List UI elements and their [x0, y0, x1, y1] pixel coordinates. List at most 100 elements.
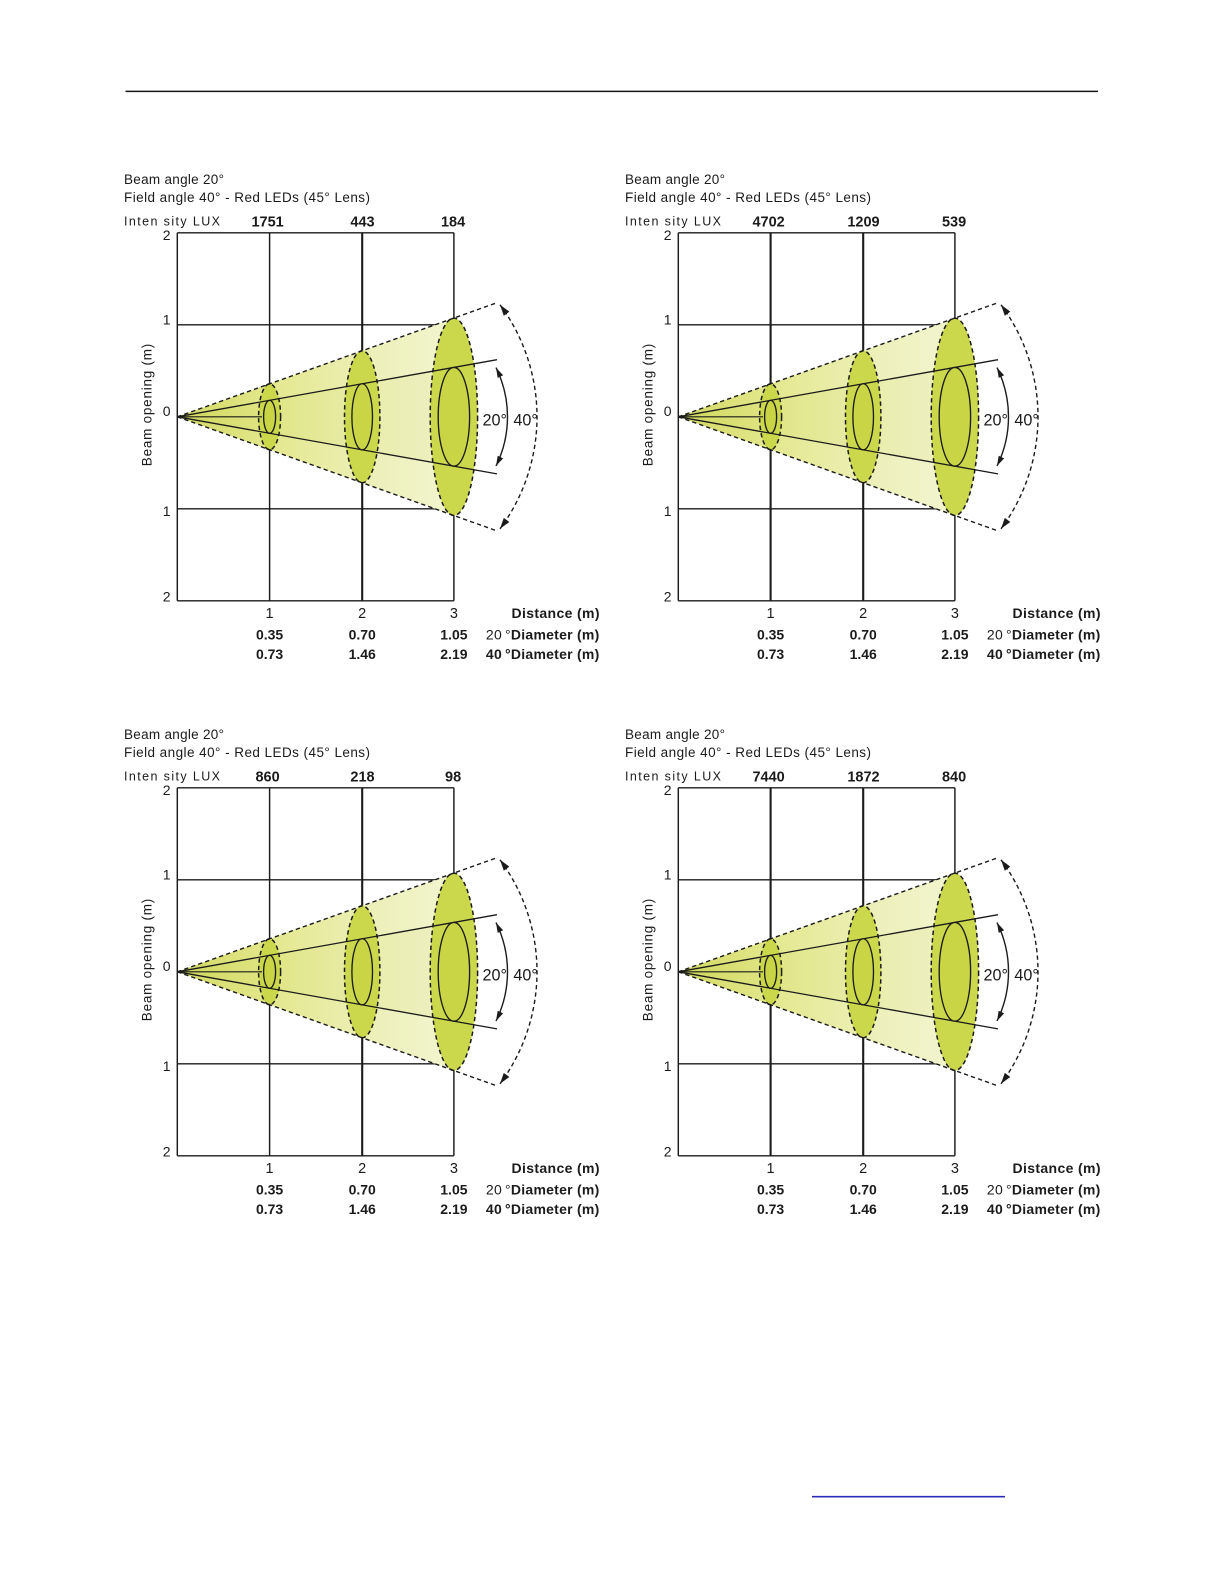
svg-text:1.46: 1.46: [349, 646, 376, 662]
svg-text:443: 443: [350, 215, 374, 231]
svg-text:2: 2: [859, 1161, 867, 1177]
svg-text:1.46: 1.46: [349, 1201, 376, 1217]
svg-text:Field angle 40° - Red LEDs (45: Field angle 40° - Red LEDs (45° Lens): [124, 190, 370, 205]
svg-text:0.73: 0.73: [757, 646, 784, 662]
svg-text:1: 1: [664, 503, 672, 519]
svg-text:1: 1: [163, 503, 171, 519]
svg-text:2.19: 2.19: [941, 1201, 968, 1217]
svg-text:0.73: 0.73: [256, 1201, 283, 1217]
svg-text:40°: 40°: [1014, 967, 1038, 985]
svg-text:2: 2: [163, 782, 171, 798]
svg-text:2.19: 2.19: [440, 1201, 467, 1217]
svg-text:2: 2: [163, 588, 171, 604]
svg-text:40 °Diameter (m): 40 °Diameter (m): [987, 646, 1101, 662]
svg-text:40°: 40°: [513, 967, 537, 985]
svg-text:1.46: 1.46: [850, 1201, 877, 1217]
svg-text:2.19: 2.19: [440, 646, 467, 662]
svg-text:1.05: 1.05: [941, 627, 968, 643]
svg-text:Inten sity LUX: Inten sity LUX: [124, 215, 221, 229]
svg-text:1.05: 1.05: [440, 627, 467, 643]
svg-text:1: 1: [266, 1161, 274, 1177]
svg-text:1: 1: [163, 1058, 171, 1074]
svg-text:3: 3: [951, 606, 959, 622]
svg-text:184: 184: [441, 215, 465, 231]
svg-text:Beam angle 20°: Beam angle 20°: [625, 172, 725, 187]
svg-text:0.70: 0.70: [850, 1182, 877, 1198]
svg-text:3: 3: [450, 606, 458, 622]
svg-text:0.35: 0.35: [757, 1182, 784, 1198]
svg-text:40 °Diameter (m): 40 °Diameter (m): [486, 646, 600, 662]
svg-text:Inten sity LUX: Inten sity LUX: [625, 770, 722, 784]
svg-text:840: 840: [942, 770, 966, 786]
svg-text:Distance (m): Distance (m): [512, 605, 600, 621]
svg-text:0: 0: [664, 958, 672, 974]
svg-text:1209: 1209: [847, 215, 879, 231]
svg-text:1: 1: [664, 866, 672, 882]
svg-text:Beam opening (m): Beam opening (m): [140, 344, 155, 467]
svg-text:0.70: 0.70: [850, 627, 877, 643]
svg-text:2: 2: [664, 1143, 672, 1159]
svg-text:1: 1: [767, 606, 775, 622]
svg-text:Field angle 40° - Red LEDs (45: Field angle 40° - Red LEDs (45° Lens): [124, 745, 370, 760]
svg-text:Distance (m): Distance (m): [512, 1160, 600, 1176]
svg-text:1: 1: [266, 606, 274, 622]
svg-text:3: 3: [450, 1161, 458, 1177]
svg-text:1751: 1751: [251, 215, 283, 231]
svg-text:2: 2: [358, 606, 366, 622]
svg-text:0.70: 0.70: [349, 1182, 376, 1198]
svg-text:20°: 20°: [483, 967, 507, 985]
svg-text:2.19: 2.19: [941, 646, 968, 662]
svg-text:2: 2: [664, 588, 672, 604]
svg-text:218: 218: [350, 770, 374, 786]
svg-text:20°: 20°: [984, 967, 1008, 985]
svg-text:Beam angle 20°: Beam angle 20°: [124, 727, 224, 742]
svg-text:Beam angle 20°: Beam angle 20°: [625, 727, 725, 742]
svg-text:Inten sity LUX: Inten sity LUX: [124, 770, 221, 784]
svg-text:Beam angle 20°: Beam angle 20°: [124, 172, 224, 187]
svg-text:1: 1: [767, 1161, 775, 1177]
svg-text:1.05: 1.05: [941, 1182, 968, 1198]
svg-text:Inten sity LUX: Inten sity LUX: [625, 215, 722, 229]
svg-text:0.73: 0.73: [256, 646, 283, 662]
svg-text:1: 1: [664, 1058, 672, 1074]
svg-text:2: 2: [664, 227, 672, 243]
svg-text:860: 860: [255, 770, 279, 786]
svg-text:Field angle 40° - Red LEDs (45: Field angle 40° - Red LEDs (45° Lens): [625, 190, 871, 205]
svg-text:0: 0: [664, 403, 672, 419]
svg-text:20°: 20°: [483, 412, 507, 430]
svg-text:2: 2: [664, 782, 672, 798]
svg-text:1.05: 1.05: [440, 1182, 467, 1198]
svg-text:Beam opening (m): Beam opening (m): [641, 899, 656, 1022]
svg-text:20 °Diameter (m): 20 °Diameter (m): [486, 1182, 600, 1198]
svg-text:3: 3: [951, 1161, 959, 1177]
svg-text:2: 2: [163, 227, 171, 243]
svg-text:1: 1: [664, 311, 672, 327]
svg-text:1.46: 1.46: [850, 646, 877, 662]
svg-text:20°: 20°: [984, 412, 1008, 430]
svg-text:4702: 4702: [752, 215, 784, 231]
svg-text:0: 0: [163, 403, 171, 419]
svg-text:0: 0: [163, 958, 171, 974]
svg-text:Distance (m): Distance (m): [1013, 1160, 1101, 1176]
svg-text:2: 2: [859, 606, 867, 622]
svg-text:40°: 40°: [1014, 412, 1038, 430]
svg-text:40 °Diameter (m): 40 °Diameter (m): [987, 1201, 1101, 1217]
svg-text:20 °Diameter (m): 20 °Diameter (m): [486, 627, 600, 643]
svg-text:Beam opening (m): Beam opening (m): [140, 899, 155, 1022]
svg-text:40 °Diameter (m): 40 °Diameter (m): [486, 1201, 600, 1217]
svg-text:1: 1: [163, 311, 171, 327]
svg-text:40°: 40°: [513, 412, 537, 430]
svg-text:2: 2: [163, 1143, 171, 1159]
svg-text:1: 1: [163, 866, 171, 882]
svg-text:0.70: 0.70: [349, 627, 376, 643]
svg-text:20 °Diameter (m): 20 °Diameter (m): [987, 627, 1101, 643]
svg-text:98: 98: [445, 770, 461, 786]
svg-text:2: 2: [358, 1161, 366, 1177]
svg-text:0.35: 0.35: [256, 627, 283, 643]
svg-text:7440: 7440: [752, 770, 784, 786]
svg-text:0.73: 0.73: [757, 1201, 784, 1217]
svg-text:Distance (m): Distance (m): [1013, 605, 1101, 621]
svg-text:20 °Diameter (m): 20 °Diameter (m): [987, 1182, 1101, 1198]
svg-text:Beam opening (m): Beam opening (m): [641, 344, 656, 467]
svg-text:539: 539: [942, 215, 966, 231]
